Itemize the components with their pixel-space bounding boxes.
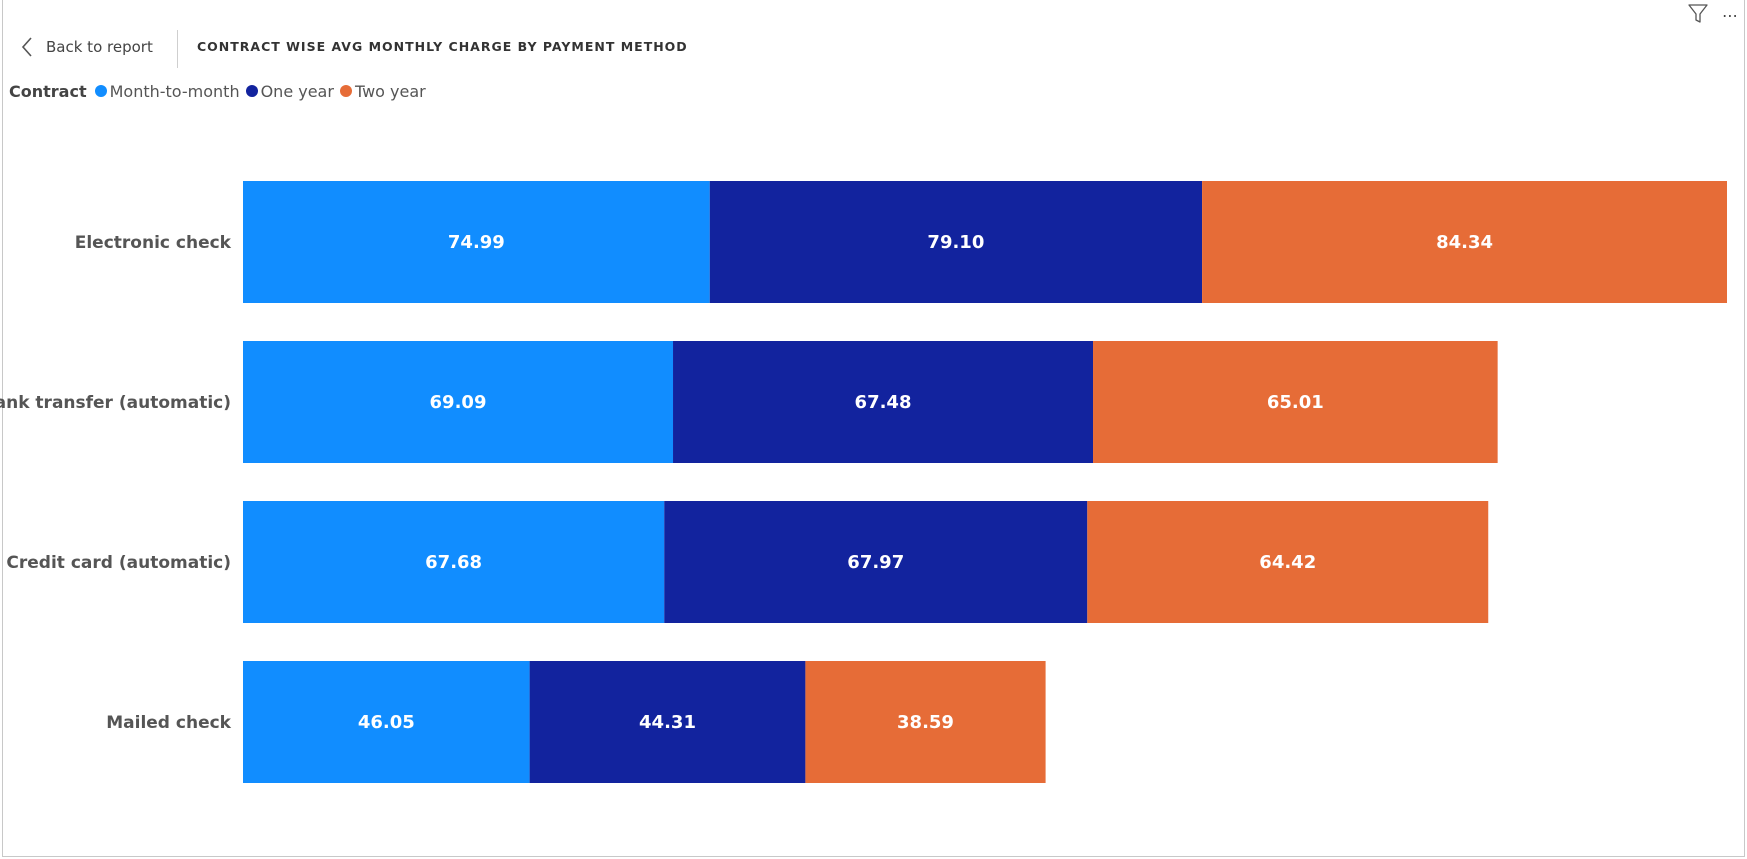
data-label-electronic-check-two-year: 84.34 <box>1436 232 1493 253</box>
legend-label-month-to-month: Month-to-month <box>109 81 240 101</box>
data-label-mailed-check-month-to-month: 46.05 <box>358 712 415 733</box>
visual-header: Back to report CONTRACT WISE AVG MONTHLY… <box>0 0 1747 70</box>
data-label-bank-transfer-automatic-month-to-month: 69.09 <box>430 392 487 413</box>
bar-electronic-check-one-year[interactable] <box>709 181 1203 303</box>
chart-title: CONTRACT WISE AVG MONTHLY CHARGE BY PAYM… <box>197 39 688 54</box>
bar-credit-card-automatic-one-year[interactable] <box>664 501 1088 623</box>
data-label-bank-transfer-automatic-two-year: 65.01 <box>1267 392 1324 413</box>
bar-bank-transfer-automatic-month-to-month[interactable] <box>243 341 674 463</box>
bar-credit-card-automatic-month-to-month[interactable] <box>243 501 665 623</box>
bar-mailed-check-two-year[interactable] <box>805 661 1046 783</box>
legend-label-two-year: Two year <box>354 81 426 101</box>
category-label-mailed-check: Mailed check <box>106 713 231 733</box>
legend-item-one-year[interactable]: One year <box>245 81 334 101</box>
bar-mailed-check-month-to-month[interactable] <box>243 661 530 783</box>
category-label-credit-card-automatic: Credit card (automatic) <box>6 553 231 573</box>
header-divider <box>177 30 178 68</box>
data-label-credit-card-automatic-two-year: 64.42 <box>1259 552 1316 573</box>
legend-label-one-year: One year <box>260 81 334 101</box>
legend-marker-two-year <box>339 85 352 97</box>
bar-electronic-check-month-to-month[interactable] <box>243 181 710 303</box>
data-label-credit-card-automatic-one-year: 67.97 <box>847 552 904 573</box>
more-options-icon[interactable]: ⋯ <box>1722 6 1739 25</box>
data-label-electronic-check-month-to-month: 74.99 <box>448 232 505 253</box>
bar-credit-card-automatic-two-year[interactable] <box>1087 501 1489 623</box>
back-to-report-label: Back to report <box>46 38 153 56</box>
bar-mailed-check-one-year[interactable] <box>529 661 806 783</box>
bar-bank-transfer-automatic-one-year[interactable] <box>673 341 1094 463</box>
bar-electronic-check-two-year[interactable] <box>1202 181 1727 303</box>
data-label-bank-transfer-automatic-one-year: 67.48 <box>855 392 912 413</box>
back-to-report-button[interactable]: Back to report <box>20 32 153 62</box>
data-label-mailed-check-one-year: 44.31 <box>639 712 696 733</box>
category-label-electronic-check: Electronic check <box>75 233 232 253</box>
category-label-bank-transfer-automatic: Bank transfer (automatic) <box>0 393 231 413</box>
legend-marker-one-year <box>245 85 258 97</box>
legend-marker-month-to-month <box>94 85 107 97</box>
legend-item-two-year[interactable]: Two year <box>339 81 426 101</box>
filter-icon[interactable] <box>1688 4 1708 28</box>
chevron-left-icon <box>20 36 34 58</box>
legend-title: Contract <box>9 81 87 101</box>
data-label-mailed-check-two-year: 38.59 <box>897 712 954 733</box>
data-label-electronic-check-one-year: 79.10 <box>927 232 984 253</box>
legend: Contract Month-to-month One year Two yea… <box>9 80 432 102</box>
legend-item-month-to-month[interactable]: Month-to-month <box>94 81 240 101</box>
bar-bank-transfer-automatic-two-year[interactable] <box>1093 341 1498 463</box>
data-label-credit-card-automatic-month-to-month: 67.68 <box>425 552 482 573</box>
